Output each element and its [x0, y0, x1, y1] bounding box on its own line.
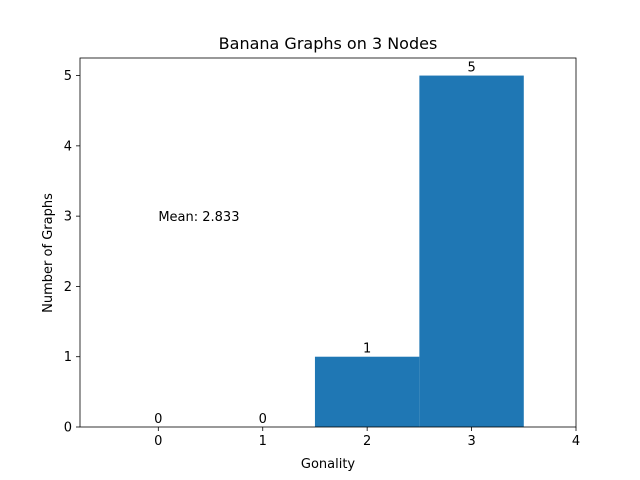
chart-title: Banana Graphs on 3 Nodes — [219, 34, 438, 53]
y-tick-label-2: 2 — [64, 280, 72, 295]
y-tick-label-3: 3 — [64, 210, 72, 225]
axes-frame — [79, 57, 577, 428]
bar-label-2: 1 — [363, 342, 371, 357]
x-tick-label-2: 2 — [363, 434, 371, 449]
bar-2 — [314, 356, 420, 427]
y-tick-label-4: 4 — [64, 139, 72, 154]
x-tick-label-4: 4 — [572, 434, 580, 449]
bar-label-3: 5 — [467, 61, 475, 76]
bar-3 — [419, 75, 524, 428]
x-tick-label-0: 0 — [154, 434, 162, 449]
x-tick-label-1: 1 — [259, 434, 267, 449]
y-tick-label-5: 5 — [64, 69, 72, 84]
plot-area: 0 0 1 5 0 1 2 3 4 0 1 2 3 4 5 Mean: 2.833 — [64, 57, 580, 449]
bar-label-1: 0 — [259, 412, 267, 427]
y-tick-label-1: 1 — [64, 350, 72, 365]
x-tick-label-3: 3 — [467, 434, 475, 449]
y-tick-label-0: 0 — [64, 421, 72, 436]
x-axis-label: Gonality — [301, 457, 356, 472]
mean-annotation: Mean: 2.833 — [158, 210, 239, 225]
bar-label-0: 0 — [154, 412, 162, 427]
y-axis-label: Number of Graphs — [41, 193, 56, 313]
